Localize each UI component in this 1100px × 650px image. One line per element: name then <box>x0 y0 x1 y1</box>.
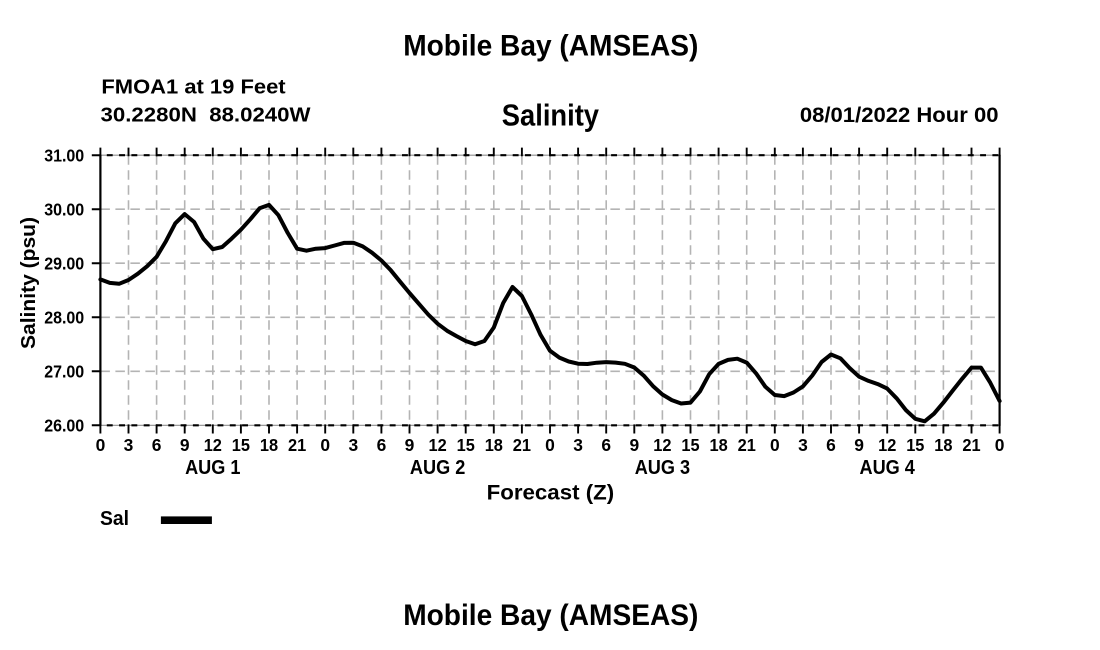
svg-text:3: 3 <box>124 435 134 455</box>
svg-text:28.00: 28.00 <box>44 307 84 327</box>
svg-text:12: 12 <box>204 435 222 455</box>
svg-text:26.00: 26.00 <box>44 415 84 435</box>
svg-text:15: 15 <box>906 435 925 455</box>
svg-text:15: 15 <box>457 435 476 455</box>
svg-text:18: 18 <box>934 435 953 455</box>
svg-text:3: 3 <box>573 435 583 455</box>
svg-text:6: 6 <box>826 435 836 455</box>
svg-text:Sal: Sal <box>100 507 129 530</box>
svg-text:AUG 4: AUG 4 <box>860 456 916 479</box>
svg-text:AUG 2: AUG 2 <box>410 456 465 479</box>
svg-text:0: 0 <box>545 435 555 455</box>
svg-text:08/01/2022 Hour 00: 08/01/2022 Hour 00 <box>800 104 999 127</box>
svg-text:AUG 1: AUG 1 <box>185 456 240 479</box>
svg-text:Forecast (Z): Forecast (Z) <box>487 481 615 504</box>
svg-text:6: 6 <box>152 435 162 455</box>
svg-text:Mobile Bay (AMSEAS): Mobile Bay (AMSEAS) <box>403 29 698 62</box>
svg-text:Salinity (psu): Salinity (psu) <box>18 217 40 349</box>
svg-text:FMOA1 at 19 Feet: FMOA1 at 19 Feet <box>101 77 285 99</box>
svg-text:Mobile Bay (AMSEAS): Mobile Bay (AMSEAS) <box>403 599 698 632</box>
svg-text:31.00: 31.00 <box>44 145 84 165</box>
svg-text:9: 9 <box>405 435 415 455</box>
svg-text:AUG 3: AUG 3 <box>635 456 690 479</box>
svg-text:21: 21 <box>962 435 981 455</box>
svg-text:6: 6 <box>377 435 387 455</box>
svg-text:Salinity: Salinity <box>502 98 599 132</box>
svg-text:0: 0 <box>96 435 106 455</box>
svg-text:18: 18 <box>260 435 279 455</box>
svg-text:30.2280N 88.0240W: 30.2280N 88.0240W <box>101 105 312 127</box>
svg-text:21: 21 <box>738 435 757 455</box>
svg-text:21: 21 <box>288 435 307 455</box>
svg-text:15: 15 <box>681 435 700 455</box>
svg-text:9: 9 <box>629 435 639 455</box>
svg-text:3: 3 <box>798 435 808 455</box>
svg-text:30.00: 30.00 <box>44 199 84 219</box>
svg-text:9: 9 <box>180 435 190 455</box>
svg-text:9: 9 <box>854 435 864 455</box>
svg-text:21: 21 <box>513 435 532 455</box>
svg-text:12: 12 <box>878 435 896 455</box>
svg-text:3: 3 <box>348 435 358 455</box>
svg-text:12: 12 <box>653 435 671 455</box>
svg-text:6: 6 <box>601 435 611 455</box>
svg-text:12: 12 <box>429 435 447 455</box>
svg-text:18: 18 <box>485 435 504 455</box>
svg-text:18: 18 <box>710 435 729 455</box>
svg-text:0: 0 <box>770 435 780 455</box>
svg-text:0: 0 <box>995 435 1005 455</box>
svg-text:27.00: 27.00 <box>44 361 84 381</box>
svg-text:0: 0 <box>320 435 330 455</box>
svg-text:15: 15 <box>232 435 251 455</box>
svg-text:29.00: 29.00 <box>44 253 84 273</box>
